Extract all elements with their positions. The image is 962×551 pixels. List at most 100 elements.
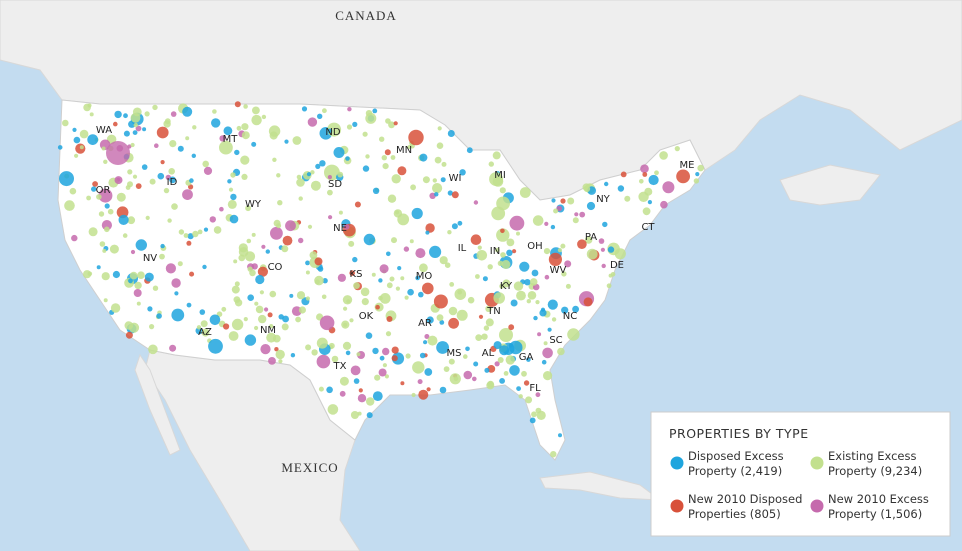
property-dot <box>674 146 680 152</box>
property-dot <box>476 250 488 261</box>
property-dot <box>211 118 221 128</box>
state-label: PA <box>585 232 597 243</box>
property-dot <box>228 331 239 341</box>
property-dot <box>101 146 106 151</box>
property-dot <box>419 352 426 359</box>
property-dot <box>135 125 142 132</box>
property-dot <box>268 357 276 365</box>
property-dot <box>639 179 644 184</box>
property-dot <box>511 249 517 254</box>
property-dot <box>353 378 360 384</box>
property-dot <box>486 381 495 390</box>
property-dot <box>282 235 293 246</box>
property-dot <box>560 198 566 204</box>
property-dot <box>178 229 185 235</box>
property-dot <box>189 178 194 183</box>
property-dot <box>508 324 515 331</box>
property-dot <box>209 314 221 326</box>
property-dot <box>219 206 224 212</box>
property-dot <box>285 220 296 232</box>
property-dot <box>219 135 226 142</box>
property-dot <box>160 160 165 165</box>
property-dot <box>134 281 142 290</box>
property-dot <box>363 233 376 246</box>
property-dot <box>348 240 355 247</box>
property-dot <box>642 207 651 216</box>
property-dot <box>236 125 242 131</box>
property-dot <box>191 153 196 158</box>
property-dot <box>202 264 207 270</box>
property-dot <box>411 207 423 220</box>
state-label: IN <box>490 246 500 257</box>
property-dot <box>345 156 350 161</box>
property-dot <box>648 174 659 186</box>
property-dot <box>558 433 562 438</box>
property-dot <box>247 294 254 302</box>
property-dot <box>557 347 565 356</box>
property-dot <box>228 187 234 192</box>
property-dot <box>337 273 346 282</box>
property-dot <box>391 174 401 184</box>
property-dot <box>477 245 482 250</box>
property-dot <box>62 119 69 127</box>
property-dot <box>101 220 112 231</box>
property-dot <box>167 218 172 223</box>
property-dot <box>209 216 216 223</box>
property-dot <box>170 111 177 117</box>
property-dot <box>586 201 596 211</box>
property-dot <box>550 451 557 458</box>
baja <box>134 353 181 456</box>
property-dot <box>333 147 345 158</box>
property-dot <box>440 177 446 183</box>
property-dot <box>481 333 488 340</box>
property-dot <box>227 199 237 209</box>
property-dot <box>542 347 553 359</box>
property-dot <box>404 295 409 300</box>
property-dot <box>564 260 572 268</box>
property-dot <box>168 168 175 175</box>
property-dot <box>551 198 556 203</box>
property-dot <box>503 371 509 376</box>
property-dot <box>189 271 195 277</box>
property-dot <box>74 153 79 158</box>
legend-swatch <box>670 499 684 513</box>
property-dot <box>282 315 289 323</box>
property-dot <box>238 247 249 257</box>
property-dot <box>59 171 74 187</box>
state-label: NM <box>260 325 276 336</box>
state-label: ID <box>167 177 178 188</box>
property-dot <box>543 341 548 346</box>
property-dot <box>550 224 556 230</box>
property-dot <box>382 163 389 170</box>
legend-label: New 2010 Excess <box>828 492 929 506</box>
property-dot <box>322 108 327 114</box>
property-dot <box>171 308 185 322</box>
property-dot <box>411 392 416 398</box>
property-dot <box>327 128 333 134</box>
property-dot <box>521 370 527 377</box>
property-dot <box>353 282 360 289</box>
property-dot <box>506 249 513 256</box>
legend-swatch <box>670 456 684 470</box>
property-dot <box>385 331 392 337</box>
property-dot <box>275 349 285 360</box>
property-dot <box>524 279 531 286</box>
property-dot <box>342 295 353 305</box>
property-dot <box>415 248 426 259</box>
property-dot <box>112 270 120 279</box>
property-dot <box>223 126 233 136</box>
property-dot <box>427 335 438 346</box>
property-dot <box>103 159 108 164</box>
property-dot <box>529 417 536 424</box>
property-dot <box>483 325 490 331</box>
property-dot <box>328 215 333 220</box>
property-dot <box>548 252 563 266</box>
property-dot <box>473 200 479 205</box>
property-dot <box>127 169 133 175</box>
property-dot <box>257 266 268 277</box>
property-dot <box>327 404 339 415</box>
legend-label: Existing Excess <box>828 449 916 463</box>
property-dot <box>132 130 138 136</box>
property-dot <box>57 145 63 150</box>
property-dot <box>307 117 318 127</box>
